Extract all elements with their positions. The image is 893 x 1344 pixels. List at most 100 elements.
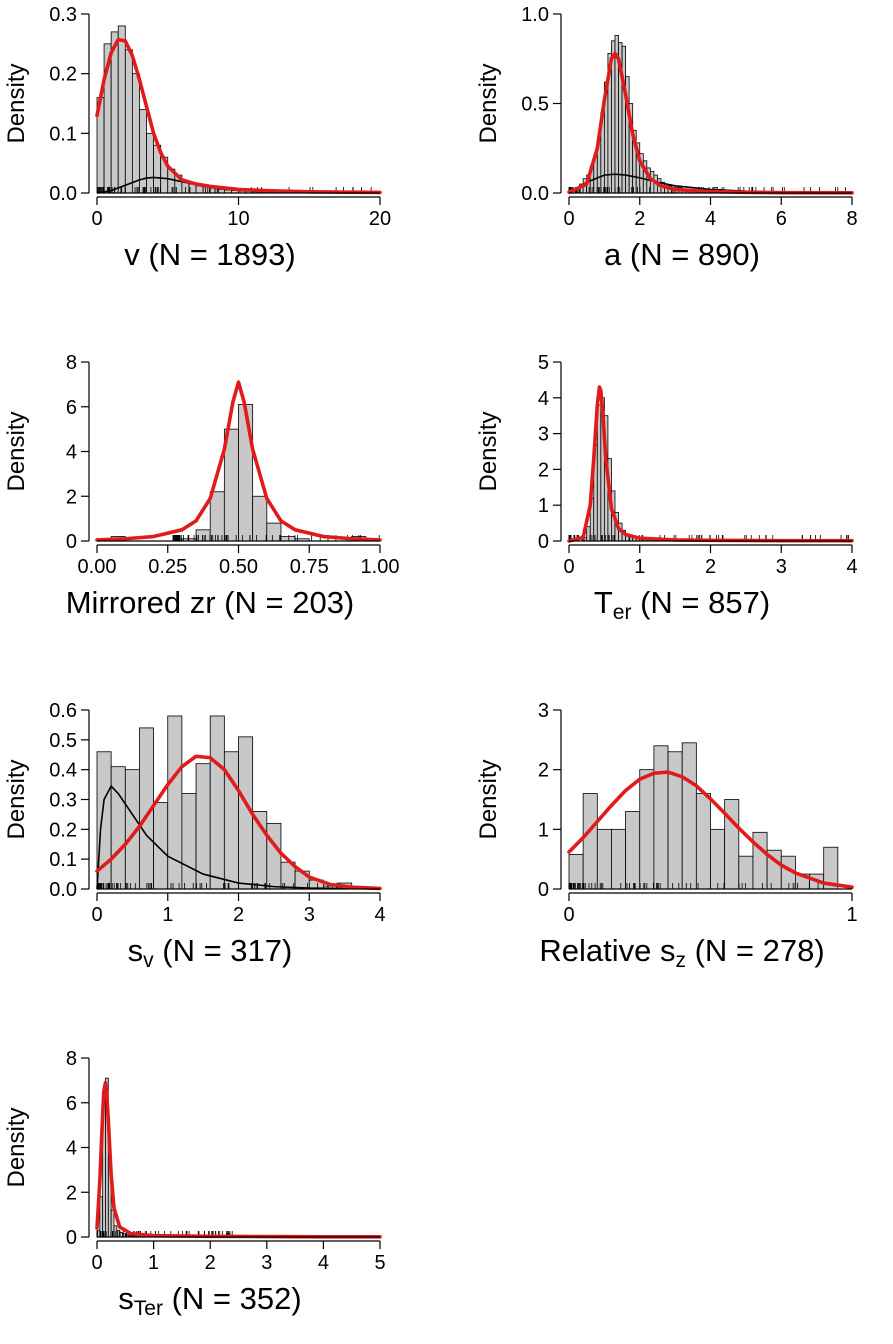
zr-y-tick-label-0: 0 [66, 531, 77, 553]
ster-y-tick-label-2: 4 [66, 1138, 77, 1160]
v-bar-5 [131, 73, 140, 194]
chart-panel-zr: 0.00 0.25 0.50 0.75 1.00 0 2 4 6 8 Density Mirrore… [0, 348, 420, 648]
caption-ter: Ter (N = 857) [593, 585, 771, 624]
sv-y-tick-label-5: 0.5 [49, 730, 77, 752]
ter-x-tick-label-4: 4 [846, 556, 857, 578]
sv-component-curve [96, 784, 381, 890]
zr-x-tick-label-4: 1.00 [361, 556, 400, 578]
a-y-tick-label-2: 1.0 [521, 4, 549, 26]
ster-y-tick-label-3: 6 [66, 1093, 77, 1115]
zr-bar-8 [280, 536, 296, 542]
zr-bar-6 [252, 495, 268, 542]
v-x-tick-label-0: 0 [91, 208, 102, 230]
ter-x-tick-label-1: 1 [634, 556, 645, 578]
v-fit-curve [95, 37, 382, 195]
sv-y-tick-label-6: 0.6 [49, 700, 77, 722]
ter-y-tick-label-5: 5 [538, 352, 549, 374]
sz-bar-5 [639, 769, 655, 890]
ster-y-tick-label-1: 2 [66, 1182, 77, 1204]
zr-bar-3 [209, 491, 225, 542]
chart-panel-sv: 0 1 2 3 4 0.0 0.1 0.2 0.3 0.4 0.5 0.6 Density sv (N … [0, 696, 420, 996]
sz-fit-curve [567, 770, 854, 890]
v-bar-14 [195, 185, 204, 194]
chart-a: 0 2 4 6 8 0.0 0.5 1.0 Density [475, 4, 858, 230]
sz-y-tick-label-3: 3 [538, 700, 549, 722]
caption-a: a (N = 890) [604, 237, 760, 272]
sz-bar-6 [653, 745, 669, 890]
chart-panel-v: 0 10 20 0.0 0.1 0.2 0.3 Density v (N = 1893) [0, 0, 420, 300]
a-fit-curve [567, 51, 854, 195]
zr-x-tick-label-0: 0.00 [78, 556, 117, 578]
chart-ter: 0 1 2 3 4 0 1 2 3 4 5 Density [475, 352, 858, 578]
sv-bar-8 [209, 715, 225, 890]
sz-bar-9 [695, 793, 711, 890]
sz-bar-4 [625, 811, 641, 890]
ter-fit-curve [567, 385, 854, 543]
zr-bar-5 [238, 404, 254, 542]
ster-x-tick-label-5: 5 [374, 1252, 385, 1274]
zr-y-tick-label-1: 2 [66, 486, 77, 508]
zr-fit-curve [95, 380, 382, 542]
v-bar-7 [146, 132, 154, 194]
sz-bar-8 [681, 742, 697, 890]
sv-bar-7 [195, 763, 211, 890]
ter-x-tick-label-2: 2 [705, 556, 716, 578]
a-x-tick-label-2: 4 [705, 208, 716, 230]
ster-x-tick-label-0: 0 [91, 1252, 102, 1274]
caption-sv: sv (N = 317) [127, 933, 293, 972]
v-bar-6 [139, 109, 147, 194]
zr-x-tick-label-2: 0.50 [219, 556, 258, 578]
sz-bar-2 [596, 828, 612, 890]
ter-y-tick-label-3: 3 [538, 424, 549, 446]
ster-x-tick-label-4: 4 [318, 1252, 329, 1274]
sv-y-axis-label: Density [3, 759, 30, 839]
sz-bar-13 [752, 831, 768, 890]
a-y-tick-label-0: 0.0 [521, 183, 549, 205]
ster-y-tick-label-0: 0 [66, 1227, 77, 1249]
v-x-tick-label-2: 20 [369, 208, 391, 230]
v-bar-4 [124, 49, 133, 194]
zr-y-axis-label: Density [3, 411, 30, 491]
a-x-tick-label-4: 8 [846, 208, 857, 230]
ter-bar-4 [596, 404, 602, 542]
a-y-tick-label-1: 0.5 [521, 94, 549, 116]
ter-y-tick-label-0: 0 [538, 531, 549, 553]
chart-sv: 0 1 2 3 4 0.0 0.1 0.2 0.3 0.4 0.5 0.6 Density [3, 700, 386, 926]
v-bar-2 [110, 31, 119, 194]
v-y-tick-label-3: 0.3 [49, 4, 77, 26]
ter-y-tick-label-1: 1 [538, 495, 549, 517]
ster-x-tick-label-1: 1 [148, 1252, 159, 1274]
a-x-tick-label-0: 0 [563, 208, 574, 230]
sv-bar-4 [153, 802, 169, 890]
zr-y-tick-label-2: 4 [66, 442, 77, 464]
sz-y-axis-label: Density [475, 759, 502, 839]
zr-x-tick-label-3: 0.75 [290, 556, 329, 578]
caption-ster: sTer (N = 352) [118, 1281, 302, 1320]
v-x-tick-label-1: 10 [227, 208, 249, 230]
v-y-tick-label-0: 0.0 [49, 183, 77, 205]
chart-sz: 0 1 0 1 2 3 Density [475, 700, 858, 926]
sz-y-tick-label-2: 2 [538, 760, 549, 782]
ster-x-tick-label-2: 2 [205, 1252, 216, 1274]
sv-y-tick-label-1: 0.1 [49, 849, 77, 871]
sz-y-tick-label-0: 0 [538, 879, 549, 901]
sz-x-tick-label-0: 0 [563, 904, 574, 926]
sv-x-tick-label-3: 3 [304, 904, 315, 926]
zr-y-tick-label-4: 8 [66, 352, 77, 374]
ster-y-axis-label: Density [3, 1107, 30, 1187]
sv-x-tick-label-2: 2 [233, 904, 244, 926]
ster-y-tick-label-4: 8 [66, 1048, 77, 1070]
sz-y-tick-label-1: 1 [538, 819, 549, 841]
v-y-tick-label-2: 0.2 [49, 64, 77, 86]
sv-fit-curve [95, 754, 382, 891]
sv-x-tick-label-0: 0 [91, 904, 102, 926]
sz-bar-10 [710, 828, 726, 890]
sv-bar-12 [266, 822, 282, 890]
sz-x-tick-label-1: 1 [846, 904, 857, 926]
sv-y-tick-label-4: 0.4 [49, 760, 77, 782]
zr-bar-7 [266, 522, 282, 542]
v-bar-3 [117, 25, 126, 194]
sv-bar-1 [110, 766, 126, 890]
zr-x-tick-label-1: 0.25 [148, 556, 187, 578]
